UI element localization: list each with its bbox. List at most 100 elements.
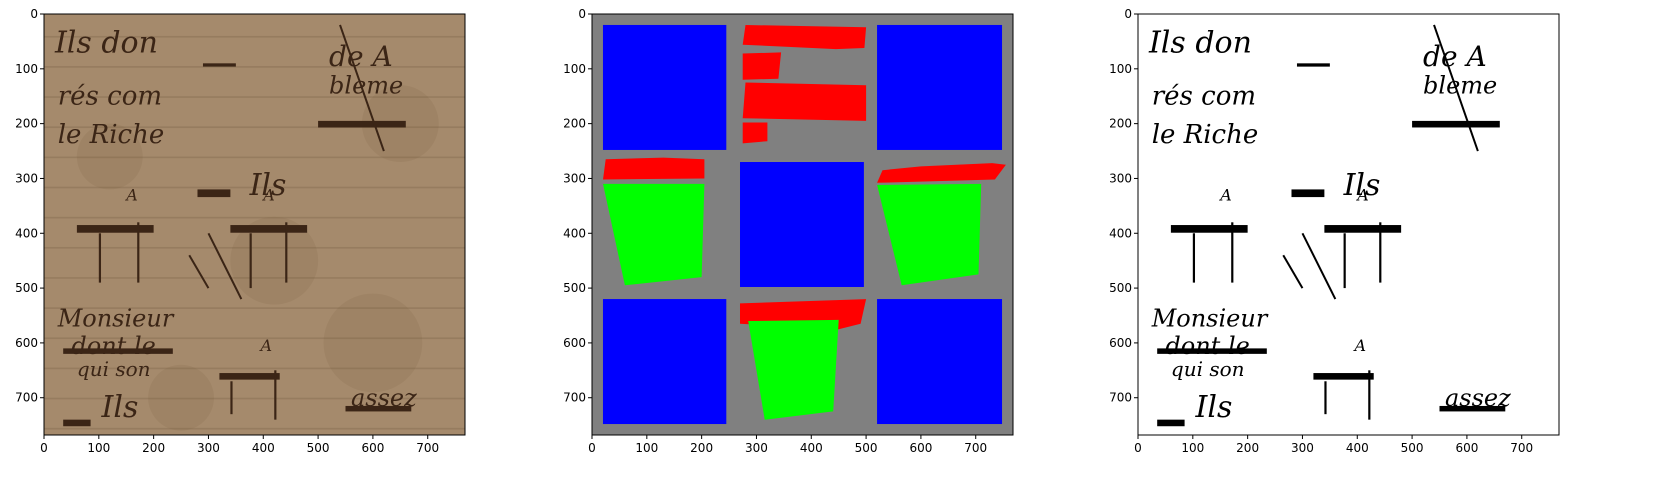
red-region: [877, 163, 1006, 183]
handwritten-text: dont le: [1165, 332, 1249, 360]
handwritten-text: de A: [329, 40, 393, 73]
handwritten-text: Ils don: [1148, 25, 1252, 60]
handwritten-text: qui son: [77, 357, 151, 381]
y-tick-label: 400: [1109, 226, 1132, 240]
handwritten-text: qui son: [1171, 357, 1245, 381]
bleed-through-line: [44, 216, 465, 219]
y-tick-label: 700: [1109, 391, 1132, 405]
panel-segmentation-mask: 0 100 200 300 400 500 600 700 0 100 200 300 400 500 60…: [552, 0, 1104, 493]
red-region: [742, 25, 867, 50]
x-tick-label: 300: [745, 441, 768, 455]
handwritten-text: A: [259, 336, 273, 355]
bleed-through-line: [44, 186, 465, 189]
y-tick-label: 500: [1109, 281, 1132, 295]
handwritten-text: Ils: [1343, 168, 1381, 203]
x-tick-label: 500: [855, 441, 878, 455]
handwritten-text: Monsieur: [57, 304, 175, 332]
figure-stroke: [1379, 222, 1382, 283]
ink-stroke: [1296, 63, 1330, 67]
handwritten-text: dont le: [71, 332, 155, 360]
paper-background: [1138, 14, 1559, 435]
ink-stroke: [318, 120, 406, 128]
paper-stain: [76, 123, 143, 190]
ink-stroke: [1291, 189, 1325, 198]
bleed-through-line: [44, 66, 465, 68]
handwritten-text: bleme: [329, 71, 403, 99]
x-tick-label: 200: [142, 441, 165, 455]
diagonal-stroke: [207, 232, 243, 300]
figure-stroke: [1324, 381, 1327, 415]
ink-stroke: [1439, 405, 1506, 412]
y-tick-label: 300: [563, 171, 586, 185]
y-tick-label: 100: [1109, 62, 1132, 76]
y-tick-label: 0: [30, 7, 38, 21]
blue-region: [602, 24, 727, 150]
ink-stroke: [1313, 373, 1374, 380]
blue-region: [877, 24, 1003, 150]
handwritten-text: Ils: [249, 168, 287, 203]
diagonal-stroke: [1301, 232, 1337, 300]
y-tick-label: 400: [563, 226, 586, 240]
diagonal-stroke: [1282, 254, 1304, 289]
y-tick-label: 700: [15, 391, 38, 405]
figure-stroke: [1343, 233, 1346, 289]
ink-stroke: [63, 348, 173, 354]
bleed-through-line: [44, 35, 465, 38]
x-tick-label: 200: [690, 441, 713, 455]
green-region: [603, 183, 705, 286]
figure-stroke: [1192, 233, 1196, 283]
figure-stroke: [230, 381, 233, 415]
axes-frame: [591, 13, 1014, 436]
bleed-through-line: [44, 126, 465, 129]
ink-stroke: [230, 225, 308, 233]
handwritten-text: A: [1353, 336, 1367, 355]
x-tick-label: 100: [87, 441, 110, 455]
x-tick-label: 0: [1134, 441, 1142, 455]
y-tick-label: 600: [15, 336, 38, 350]
y-tick-label: 500: [563, 281, 586, 295]
x-tick-label: 600: [1455, 441, 1478, 455]
bleed-through-line: [44, 156, 465, 159]
bleed-through-line: [44, 96, 465, 98]
y-tick-label: 500: [15, 281, 38, 295]
figure-stroke: [249, 233, 252, 289]
y-tick-label: 700: [563, 391, 586, 405]
x-tick-label: 700: [416, 441, 439, 455]
handwritten-text: Ils don: [54, 25, 158, 60]
x-tick-label: 600: [361, 441, 384, 455]
y-tick-label: 600: [563, 336, 586, 350]
ink-stroke: [1324, 225, 1402, 233]
x-tick-label: 400: [1346, 441, 1369, 455]
bleed-through-line: [44, 307, 465, 309]
handwritten-text: Ils: [101, 390, 139, 425]
ink-stroke: [1157, 348, 1267, 354]
ink-stroke: [76, 225, 154, 233]
x-tick-label: 700: [964, 441, 987, 455]
handwritten-text: de A: [1423, 40, 1487, 73]
blue-region: [877, 299, 1003, 425]
y-tick-label: 100: [563, 62, 586, 76]
axes-frame: [43, 13, 466, 436]
figure-stroke: [274, 370, 277, 420]
handwritten-text: A: [261, 185, 275, 204]
bleed-through-line: [44, 427, 465, 430]
x-tick-label: 400: [252, 441, 275, 455]
x-tick-label: 500: [1401, 441, 1424, 455]
green-region: [877, 183, 982, 286]
figure-stroke: [98, 233, 102, 283]
handwritten-text: Monsieur: [1151, 304, 1269, 332]
ink-stroke: [63, 419, 91, 427]
x-tick-label: 0: [40, 441, 48, 455]
image-area: [592, 14, 1013, 435]
y-tick-label: 0: [1124, 7, 1132, 21]
bleed-through-line: [44, 246, 465, 249]
paper-stain: [323, 293, 423, 393]
paper-stain: [230, 216, 319, 305]
x-tick-label: 100: [635, 441, 658, 455]
handwritten-text: A: [1218, 185, 1232, 204]
